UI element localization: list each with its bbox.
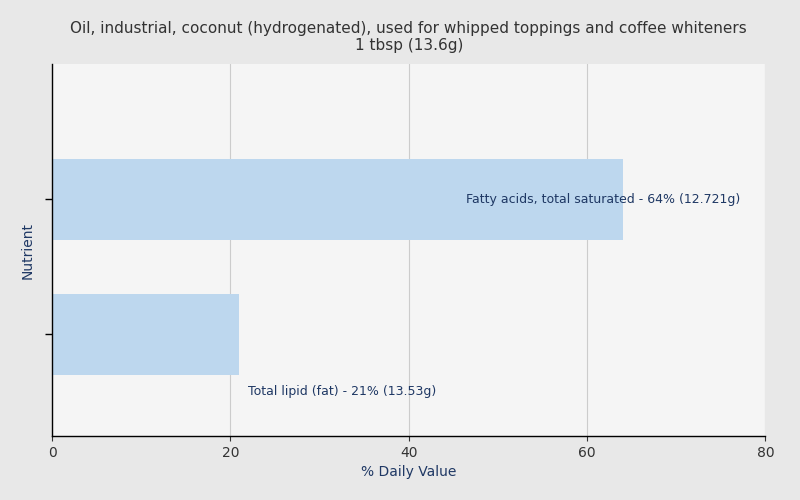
X-axis label: % Daily Value: % Daily Value [361,465,457,479]
Bar [52,159,622,240]
Title: Oil, industrial, coconut (hydrogenated), used for whipped toppings and coffee wh: Oil, industrial, coconut (hydrogenated),… [70,21,747,53]
Bar [52,294,239,375]
Text: Fatty acids, total saturated - 64% (12.721g): Fatty acids, total saturated - 64% (12.7… [466,193,740,206]
Text: Total lipid (fat) - 21% (13.53g): Total lipid (fat) - 21% (13.53g) [248,385,437,398]
Y-axis label: Nutrient: Nutrient [21,222,35,278]
